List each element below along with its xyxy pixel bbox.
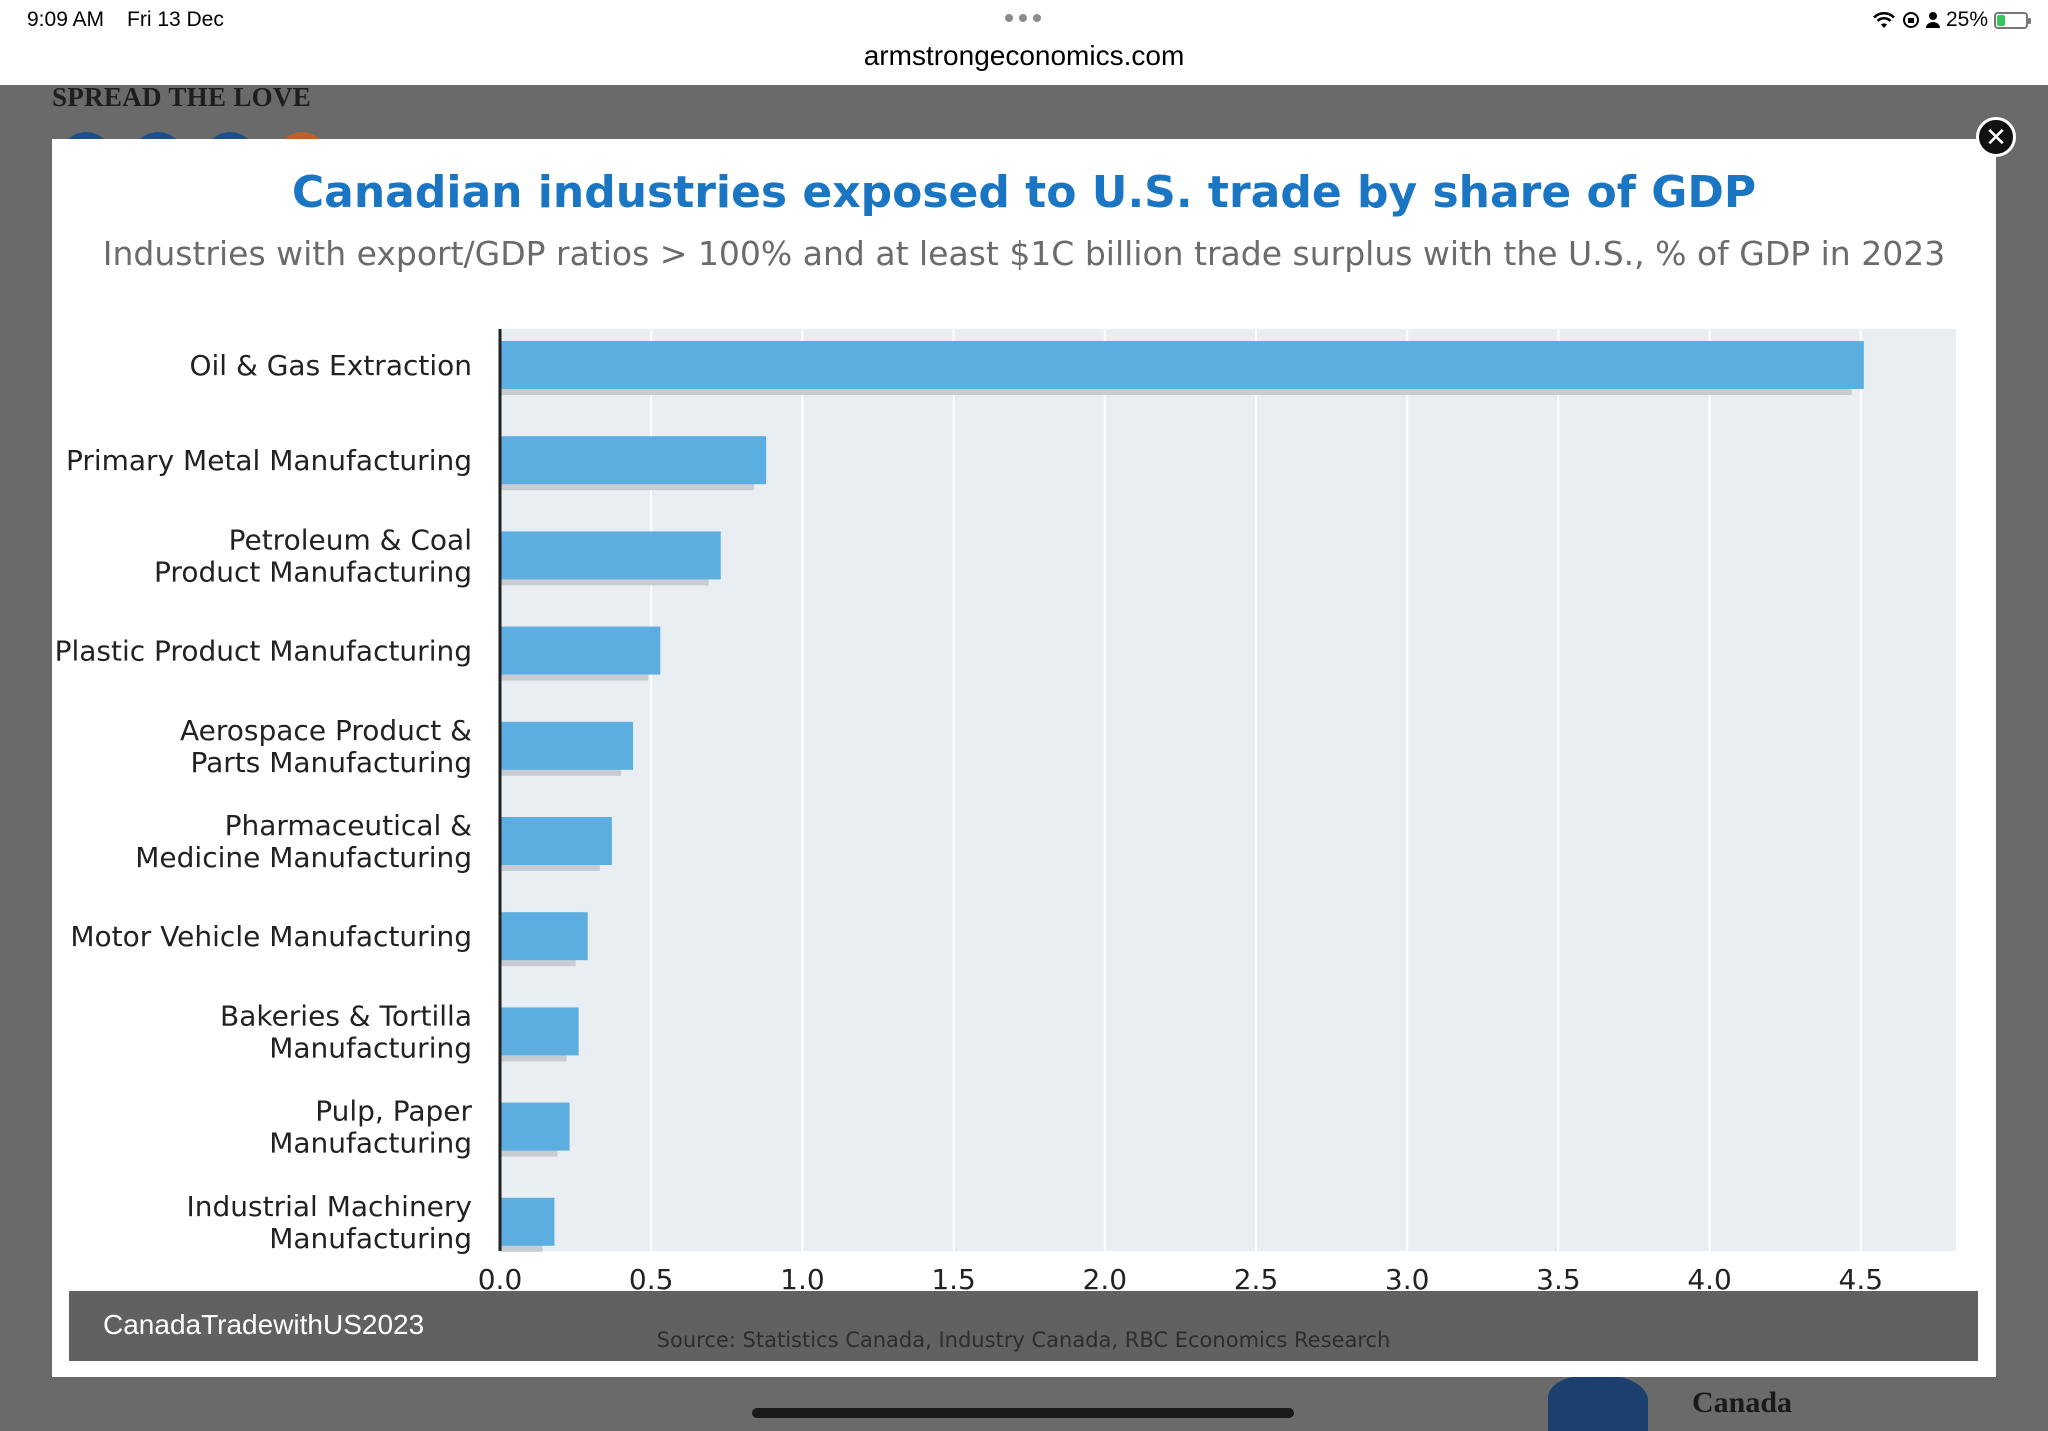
category-label: Pharmaceutical & Medicine Manufacturing [135,809,472,874]
bar [500,817,612,865]
battery-icon [1994,11,2031,29]
category-label-line: Pulp, Paper [315,1095,472,1128]
category-label: Bakeries & Tortilla Manufacturing [220,999,472,1064]
category-label-line: Plastic Product Manufacturing [55,635,472,668]
category-label-line: Manufacturing [269,1031,472,1064]
canada-map-thumbnail [1548,1375,1648,1431]
category-label-line: Bakeries & Tortilla [220,999,472,1032]
bar [500,531,721,580]
category-label: Plastic Product Manufacturing [55,635,472,668]
bar [500,341,1864,389]
background-heading: SPREAD THE LOVE [52,82,312,112]
image-lightbox: Canadian industries exposed to U.S. trad… [52,139,1996,1377]
category-label: Aerospace Product & Parts Manufacturing [180,714,472,779]
category-label-line: Manufacturing [269,1222,472,1255]
x-tick-label: 2.0 [1083,1263,1128,1296]
chart-source: Source: Statistics Canada, Industry Cana… [656,1328,1391,1352]
chart-subtitle: Industries with export/GDP ratios > 100%… [103,234,1945,273]
category-label: Petroleum & Coal Product Manufacturing [154,523,472,588]
x-tick-label: 3.5 [1536,1263,1581,1296]
status-indicators: 25% [1872,7,2031,33]
category-label-line: Oil & Gas Extraction [189,349,472,382]
bar-chart: Canadian industries exposed to U.S. trad… [55,167,1956,1296]
x-tick-label: 2.5 [1234,1263,1279,1296]
category-label-line: Industrial Machinery [186,1190,472,1223]
bar [500,1197,555,1246]
x-tick-label: 1.5 [931,1263,976,1296]
bar [500,626,661,675]
bar [500,436,767,485]
category-label-line: Product Manufacturing [154,555,472,588]
category-label: Motor Vehicle Manufacturing [70,920,472,953]
chart-plot-area: Oil & Gas Extraction Primary Metal Manufa… [55,329,1956,1296]
home-indicator[interactable] [752,1408,1294,1418]
sidebar-article-title: Canada [1692,1386,1793,1419]
category-label: Primary Metal Manufacturing [66,444,472,477]
close-button[interactable]: ✕ [1976,117,2016,157]
x-tick-label: 3.0 [1385,1263,1430,1296]
chart-title: Canadian industries exposed to U.S. trad… [292,167,1756,218]
category-label: Oil & Gas Extraction [189,349,472,382]
category-label-line: Manufacturing [269,1127,472,1160]
url-address[interactable]: armstrongeconomics.com [863,40,1185,71]
x-tick-label: 0.5 [629,1263,674,1296]
orientation-lock-icon [1902,12,1919,28]
bar [500,1007,579,1056]
x-tick-label: 0.0 [478,1263,523,1296]
more-options-icon[interactable] [1005,14,1041,22]
category-label-line: Primary Metal Manufacturing [66,444,472,477]
person-icon [1925,12,1940,28]
status-date: Fri 13 Dec [127,8,224,31]
category-label-line: Motor Vehicle Manufacturing [70,920,472,953]
category-label-line: Pharmaceutical & [225,809,472,842]
x-tick-label: 1.0 [780,1263,825,1296]
x-tick-label: 4.5 [1839,1263,1884,1296]
category-label-line: Parts Manufacturing [190,746,472,779]
status-time: 9:09 AM [27,8,105,31]
bar [500,912,588,961]
category-label: Pulp, Paper Manufacturing [269,1095,472,1160]
category-label-line: Aerospace Product & [180,714,472,747]
browser-top-bar: 9:09 AM Fri 13 Dec armstrongeconomics.co… [0,0,2048,85]
wifi-icon [1873,12,1895,28]
image-caption: CanadaTradewithUS2023 [103,1309,425,1340]
bar [500,1102,570,1151]
category-label-line: Petroleum & Coal [229,523,472,556]
caption-bar: CanadaTradewithUS2023 Source: Statistics… [69,1291,1978,1361]
bar [500,721,634,770]
category-label: Industrial Machinery Manufacturing [186,1190,472,1255]
battery-percent: 25% [1945,8,1988,31]
x-tick-label: 4.0 [1687,1263,1732,1296]
category-label-line: Medicine Manufacturing [135,841,472,874]
close-icon[interactable]: ✕ [1985,122,2007,152]
